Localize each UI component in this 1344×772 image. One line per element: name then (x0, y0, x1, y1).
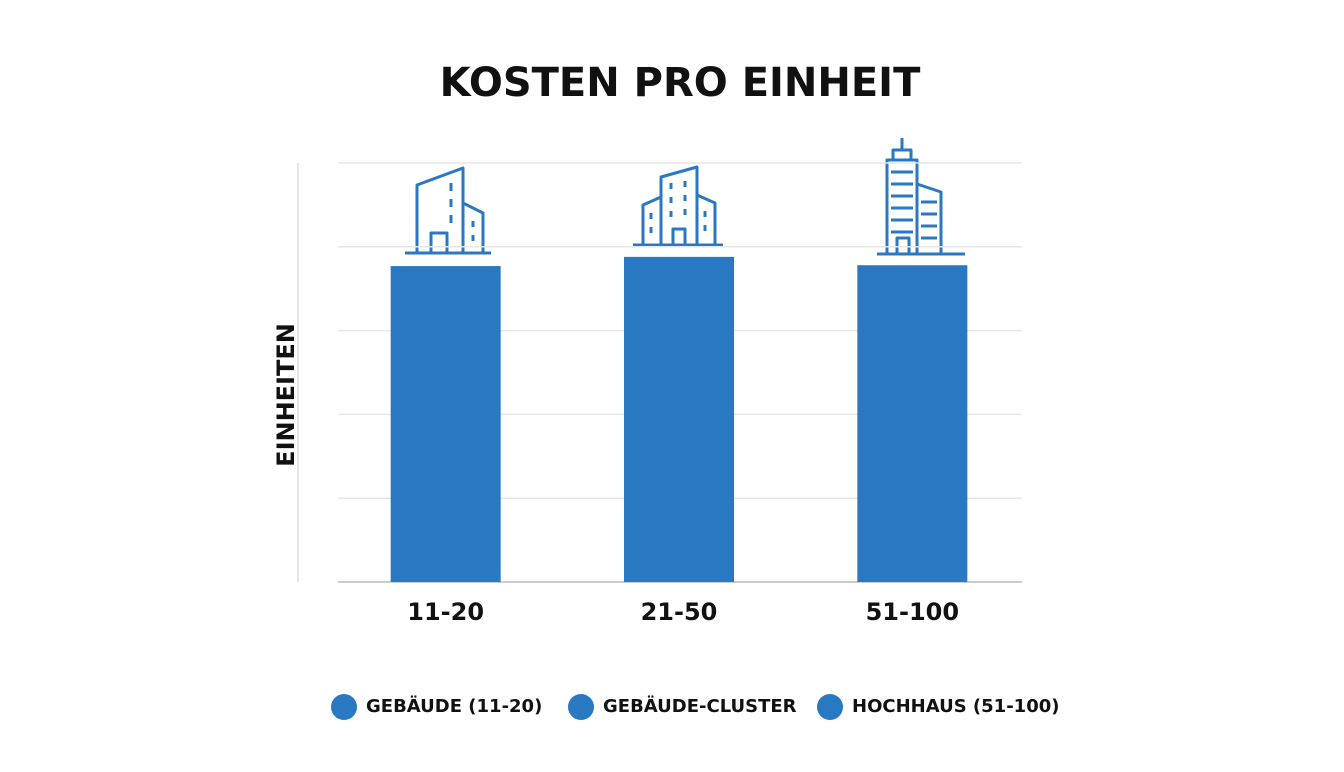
legend-marker (568, 694, 594, 720)
bar (390, 266, 501, 582)
x-tick-label: 51-100 (866, 598, 959, 626)
high-rise-icon (877, 138, 965, 256)
x-tick-label: 11-20 (407, 598, 484, 626)
legend-label: GEBÄUDE-CLUSTER (603, 695, 797, 717)
legend-label: HOCHHAUS (51-100) (852, 696, 1059, 717)
legend-marker (817, 694, 843, 720)
legend-marker (331, 694, 357, 720)
bar (624, 256, 734, 582)
chart-title: KOSTEN PRO EINHEIT (440, 60, 921, 106)
bar (857, 265, 968, 582)
legend-label: GEBÄUDE (11-20) (366, 695, 542, 717)
y-axis-label: EINHEITEN (272, 323, 300, 467)
x-tick-label: 21-50 (641, 598, 718, 626)
building-icon (405, 166, 491, 255)
building-cluster-icon (633, 165, 723, 247)
